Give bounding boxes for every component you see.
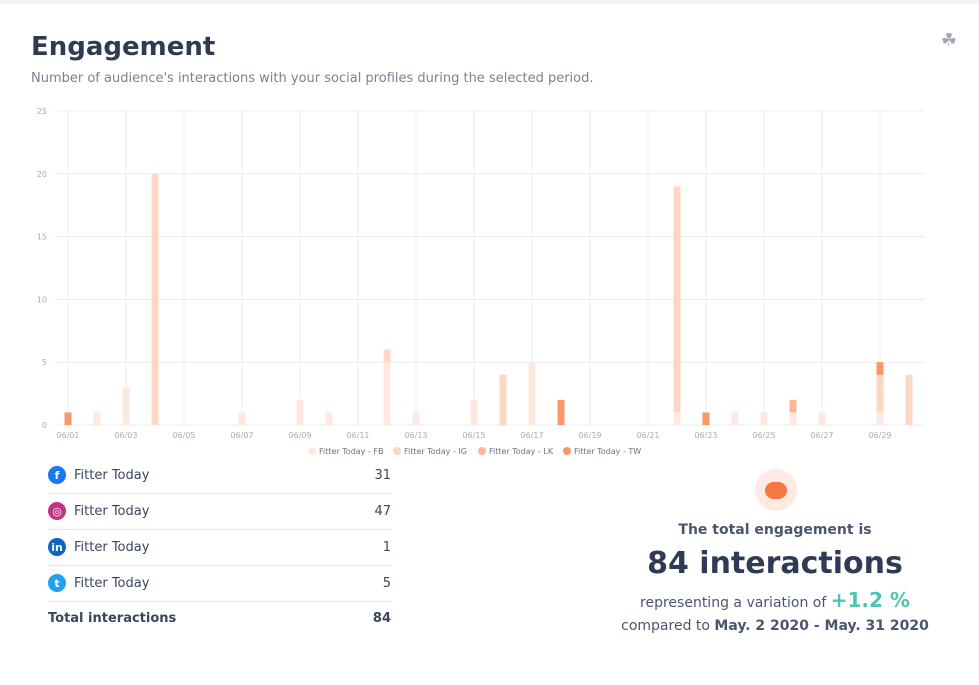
bar-fb [325, 412, 333, 425]
legend-label: Fitter Today - LK [489, 447, 554, 456]
profile-name: Fitter Today [74, 503, 150, 519]
x-tick-label: 06/21 [636, 431, 659, 440]
linkedin-icon: in [48, 538, 66, 556]
variation-label: representing a variation of [640, 595, 827, 611]
legend-swatch [393, 447, 401, 455]
x-tick-label: 06/23 [694, 431, 717, 440]
x-tick-label: 06/17 [520, 431, 543, 440]
profile-name: Fitter Today [74, 539, 150, 555]
network-row-instagram: ◎ Fitter Today 47 [48, 493, 391, 530]
instagram-icon: ◎ [48, 502, 66, 520]
bar-ig [383, 349, 391, 363]
total-label: Total interactions [48, 610, 177, 626]
bar-fb [673, 412, 681, 425]
bar-tw [557, 399, 565, 425]
x-tick-label: 06/15 [462, 431, 485, 440]
x-tick-label: 06/19 [578, 431, 601, 440]
bar-ig [673, 186, 681, 413]
x-tick-label: 06/29 [868, 431, 891, 440]
x-tick-label: 06/27 [810, 431, 833, 440]
bar-fb [412, 412, 420, 425]
network-row-twitter: t Fitter Today 5 [48, 565, 391, 602]
top-bar [0, 0, 979, 4]
bar-fb [760, 412, 768, 425]
x-tick-label: 06/09 [288, 431, 311, 440]
bar-fb [789, 412, 797, 425]
engagement-chat-icon [755, 469, 797, 511]
bar-fb [731, 412, 739, 425]
bar-ig [905, 374, 913, 425]
bar-ig [151, 173, 159, 425]
legend-label: Fitter Today - FB [319, 447, 383, 456]
bar-fb [93, 412, 101, 425]
summary-compare: compared to May. 2 2020 - May. 31 2020 [600, 618, 950, 634]
twitter-icon: t [48, 574, 66, 592]
legend-swatch [308, 447, 316, 455]
profile-name: Fitter Today [74, 575, 150, 591]
legend-label: Fitter Today - TW [574, 447, 641, 456]
network-row-linkedin: in Fitter Today 1 [48, 529, 391, 566]
total-value: 84 [372, 610, 391, 626]
y-tick-label: 25 [37, 107, 47, 116]
total-row: Total interactions 84 [48, 600, 391, 636]
network-row-facebook: f Fitter Today 31 [48, 457, 391, 494]
bar-ig [876, 374, 884, 413]
bar-fb [876, 412, 884, 425]
profile-name: Fitter Today [74, 467, 150, 483]
facebook-icon: f [48, 466, 66, 484]
x-tick-label: 06/05 [172, 431, 195, 440]
bar-fb [238, 412, 246, 425]
x-tick-label: 06/13 [404, 431, 427, 440]
bar-fb [470, 399, 478, 425]
compare-period: May. 2 2020 - May. 31 2020 [714, 618, 929, 634]
bar-fb [122, 387, 130, 425]
x-tick-label: 06/01 [56, 431, 79, 440]
y-tick-label: 0 [42, 421, 47, 430]
summary-line1: The total engagement is [678, 522, 872, 538]
profile-value: 31 [374, 467, 391, 483]
variation-value: +1.2 % [830, 588, 910, 612]
bar-fb [383, 362, 391, 425]
engagement-chart: 0 5 10 15 20 25 06/01 06/03 06/05 06/07 06/09 06/11… [37, 107, 925, 456]
y-tick-label: 20 [37, 170, 47, 179]
bar-tw [876, 362, 884, 375]
profile-value: 1 [382, 539, 391, 555]
page-title: Engagement [31, 32, 216, 62]
summary-variation: representing a variation of +1.2 % [600, 588, 950, 612]
y-tick-label: 5 [42, 358, 47, 367]
legend-swatch [478, 447, 486, 455]
profile-value: 5 [382, 575, 391, 591]
y-tick-label: 15 [37, 233, 47, 242]
compare-label: compared to [621, 618, 710, 634]
options-icon[interactable]: ☘ [940, 30, 957, 51]
legend-label: Fitter Today - IG [404, 447, 467, 456]
bar-fb [528, 362, 536, 425]
bar-tw [64, 412, 72, 425]
y-tick-label: 10 [37, 295, 47, 304]
profile-value: 47 [374, 503, 391, 519]
bar-fb [818, 412, 826, 425]
summary-total: 84 interactions [647, 546, 903, 581]
legend-swatch [563, 447, 571, 455]
bar-lk [789, 399, 797, 413]
x-tick-label: 06/03 [114, 431, 137, 440]
bar-ig [499, 374, 507, 425]
x-tick-label: 06/07 [230, 431, 253, 440]
bar-tw [702, 412, 710, 425]
bar-fb [296, 399, 304, 425]
x-tick-label: 06/25 [752, 431, 775, 440]
page-subtitle: Number of audience's interactions with y… [31, 71, 594, 86]
x-tick-label: 06/11 [346, 431, 369, 440]
